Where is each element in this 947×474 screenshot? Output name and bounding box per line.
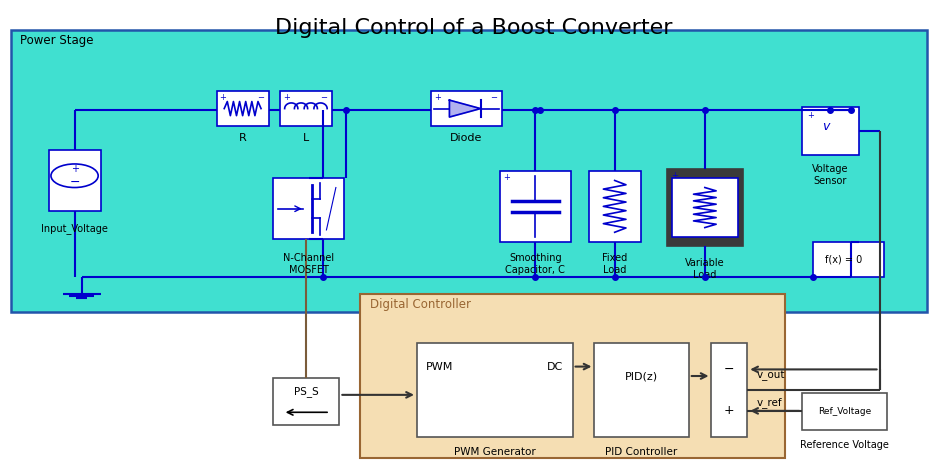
Text: +: + bbox=[724, 404, 735, 418]
FancyBboxPatch shape bbox=[10, 30, 927, 312]
Text: PID(z): PID(z) bbox=[625, 371, 658, 381]
FancyBboxPatch shape bbox=[360, 293, 785, 458]
Text: +: + bbox=[434, 93, 440, 102]
Text: L: L bbox=[303, 133, 309, 143]
Polygon shape bbox=[450, 100, 480, 117]
Text: Ref_Voltage: Ref_Voltage bbox=[818, 407, 871, 416]
Text: DC: DC bbox=[547, 362, 563, 372]
FancyBboxPatch shape bbox=[274, 378, 339, 426]
Text: +: + bbox=[283, 93, 290, 102]
Text: −: − bbox=[320, 93, 327, 102]
FancyBboxPatch shape bbox=[589, 171, 640, 242]
FancyBboxPatch shape bbox=[671, 178, 738, 237]
FancyBboxPatch shape bbox=[431, 91, 502, 126]
Text: f(x) = 0: f(x) = 0 bbox=[826, 255, 863, 264]
Text: −: − bbox=[491, 93, 497, 102]
Text: Diode: Diode bbox=[450, 133, 483, 143]
FancyBboxPatch shape bbox=[500, 171, 571, 242]
Text: Input_Voltage: Input_Voltage bbox=[41, 223, 108, 234]
Text: +: + bbox=[807, 111, 813, 120]
FancyBboxPatch shape bbox=[217, 91, 269, 126]
Text: R: R bbox=[239, 133, 246, 143]
Text: Fixed
Load: Fixed Load bbox=[602, 254, 627, 275]
FancyBboxPatch shape bbox=[802, 392, 887, 430]
FancyBboxPatch shape bbox=[417, 343, 573, 438]
FancyBboxPatch shape bbox=[274, 178, 344, 239]
FancyBboxPatch shape bbox=[48, 150, 100, 211]
Text: v_out: v_out bbox=[757, 370, 785, 381]
Text: Smoothing
Capacitor, C: Smoothing Capacitor, C bbox=[506, 254, 565, 275]
FancyBboxPatch shape bbox=[280, 91, 331, 126]
Text: PID Controller: PID Controller bbox=[605, 447, 678, 456]
FancyBboxPatch shape bbox=[595, 343, 688, 438]
FancyBboxPatch shape bbox=[813, 242, 884, 277]
Text: PWM Generator: PWM Generator bbox=[454, 447, 536, 456]
Text: PWM: PWM bbox=[426, 362, 454, 372]
Text: Digital Controller: Digital Controller bbox=[369, 298, 471, 311]
Text: +: + bbox=[503, 173, 509, 182]
Text: −: − bbox=[724, 363, 735, 376]
Text: v_ref: v_ref bbox=[757, 397, 782, 408]
Text: PS_S: PS_S bbox=[294, 386, 319, 397]
Text: −: − bbox=[69, 176, 80, 189]
Text: Voltage
Sensor: Voltage Sensor bbox=[813, 164, 849, 185]
Text: Digital Control of a Boost Converter: Digital Control of a Boost Converter bbox=[275, 18, 672, 38]
Text: N-Channel
MOSFET: N-Channel MOSFET bbox=[283, 254, 334, 275]
FancyBboxPatch shape bbox=[667, 169, 742, 246]
Text: Power Stage: Power Stage bbox=[20, 35, 94, 47]
FancyBboxPatch shape bbox=[802, 108, 859, 155]
Text: v: v bbox=[822, 120, 830, 133]
Text: Variable
Load: Variable Load bbox=[685, 258, 724, 280]
Text: −: − bbox=[257, 93, 264, 102]
Text: +: + bbox=[71, 164, 79, 173]
Text: +: + bbox=[220, 93, 226, 102]
FancyBboxPatch shape bbox=[711, 343, 747, 438]
Text: Reference Voltage: Reference Voltage bbox=[800, 439, 889, 450]
Text: +: + bbox=[670, 171, 678, 180]
